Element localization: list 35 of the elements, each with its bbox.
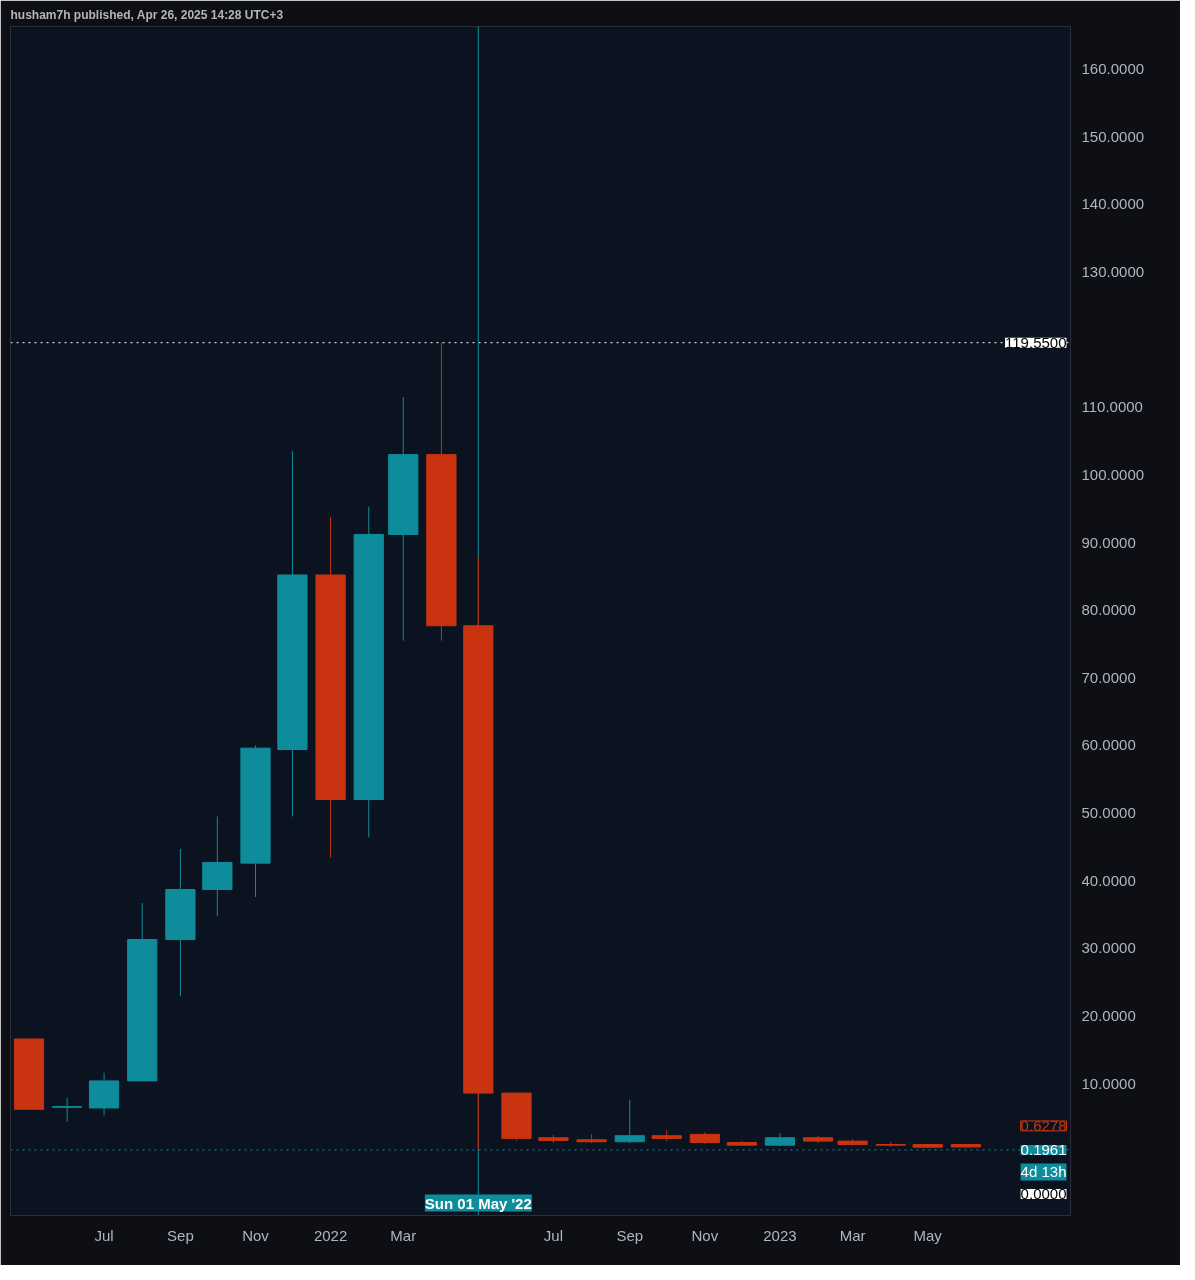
x-tick-label: Nov (691, 1226, 719, 1244)
annotation: 0.6278 (1020, 1116, 1067, 1134)
x-tick-label: Jul (543, 1226, 564, 1244)
annotation: 4d 13h (1020, 1163, 1067, 1181)
y-tick-label: 130.0000 (1081, 263, 1145, 281)
y-tick-label: 40.0000 (1081, 871, 1136, 889)
y-tick-label: 100.0000 (1081, 465, 1145, 483)
y-tick-label: 10.0000 (1081, 1074, 1136, 1092)
y-tick-label: 50.0000 (1081, 804, 1136, 822)
y-tick-label: 80.0000 (1081, 601, 1136, 619)
candlestick (614, 1099, 645, 1144)
x-tick-label: 2023 (763, 1226, 797, 1244)
ref-line-label: 0.1961 (1020, 1140, 1067, 1158)
x-tick-label: Jul (94, 1226, 114, 1244)
ref-line-label: 119.5500 (1005, 333, 1067, 351)
y-tick-label: 150.0000 (1081, 127, 1145, 145)
x-tick-label: Sep (167, 1226, 194, 1244)
ref-line-label: Sun 01 May '22 (424, 1194, 532, 1212)
x-tick-label: Sep (616, 1226, 644, 1244)
x-tick-label: Nov (242, 1226, 270, 1244)
y-tick-label: 60.0000 (1081, 736, 1136, 754)
annotation: 0.0000 (1020, 1184, 1067, 1202)
y-tick-label: 90.0000 (1081, 533, 1136, 551)
x-tick-label: Mar (390, 1226, 417, 1244)
y-tick-label: 160.0000 (1081, 60, 1145, 78)
y-tick-label: 20.0000 (1081, 1006, 1136, 1024)
y-tick-label: 70.0000 (1081, 668, 1136, 686)
candlestick (52, 1097, 83, 1122)
chart-title: husham7h published, Apr 26, 2025 14:28 UTC+3 (10, 7, 284, 22)
x-tick-label: May (913, 1226, 943, 1244)
x-tick-label: Mar (839, 1226, 866, 1244)
y-tick-label: 110.0000 (1081, 398, 1143, 416)
y-tick-label: 30.0000 (1081, 939, 1136, 957)
x-tick-label: 2022 (313, 1226, 348, 1244)
y-tick-label: 140.0000 (1081, 195, 1145, 213)
